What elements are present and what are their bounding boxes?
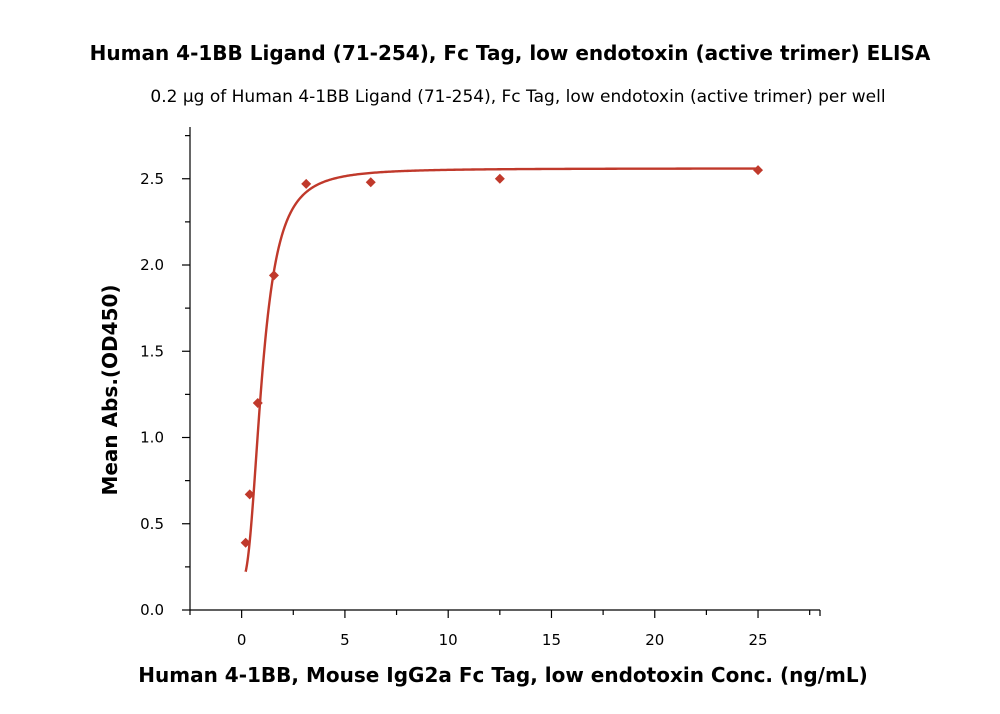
- y-tick-label: 0.0: [140, 601, 164, 619]
- x-tick-label: 10: [439, 631, 458, 649]
- x-tick-label: 15: [542, 631, 561, 649]
- x-tick-label: 5: [340, 631, 350, 649]
- fit-curve: [244, 167, 759, 573]
- data-point: [753, 165, 764, 176]
- y-tick-label: 1.0: [140, 429, 164, 447]
- data-point: [494, 173, 505, 184]
- tick-labels: 0 5 10 15 20 25 0.0 0.5 1.0 1.5 2.0 2.5: [140, 170, 767, 649]
- chart-subtitle: 0.2 µg of Human 4-1BB Ligand (71-254), F…: [150, 87, 885, 107]
- y-tick-label: 2.5: [140, 170, 164, 188]
- data-markers: [240, 165, 764, 548]
- x-tick-label: 25: [748, 631, 767, 649]
- y-tick-label: 0.5: [140, 515, 164, 533]
- data-point: [301, 178, 312, 189]
- data-point: [268, 270, 279, 281]
- x-axis-label: Human 4-1BB, Mouse IgG2a Fc Tag, low end…: [138, 663, 867, 687]
- data-point: [240, 537, 251, 548]
- axes: [189, 127, 820, 611]
- data-point: [244, 489, 255, 500]
- data-point: [365, 177, 376, 188]
- chart-title: Human 4-1BB Ligand (71-254), Fc Tag, low…: [90, 41, 931, 65]
- data-point: [252, 398, 263, 408]
- x-tick-label: 20: [645, 631, 664, 649]
- y-axis-label: Mean Abs.(OD450): [98, 284, 122, 495]
- y-tick-label: 2.0: [140, 256, 164, 274]
- x-tick-label: 0: [237, 631, 247, 649]
- y-tick-label: 1.5: [140, 342, 164, 360]
- ticks: [182, 135, 821, 618]
